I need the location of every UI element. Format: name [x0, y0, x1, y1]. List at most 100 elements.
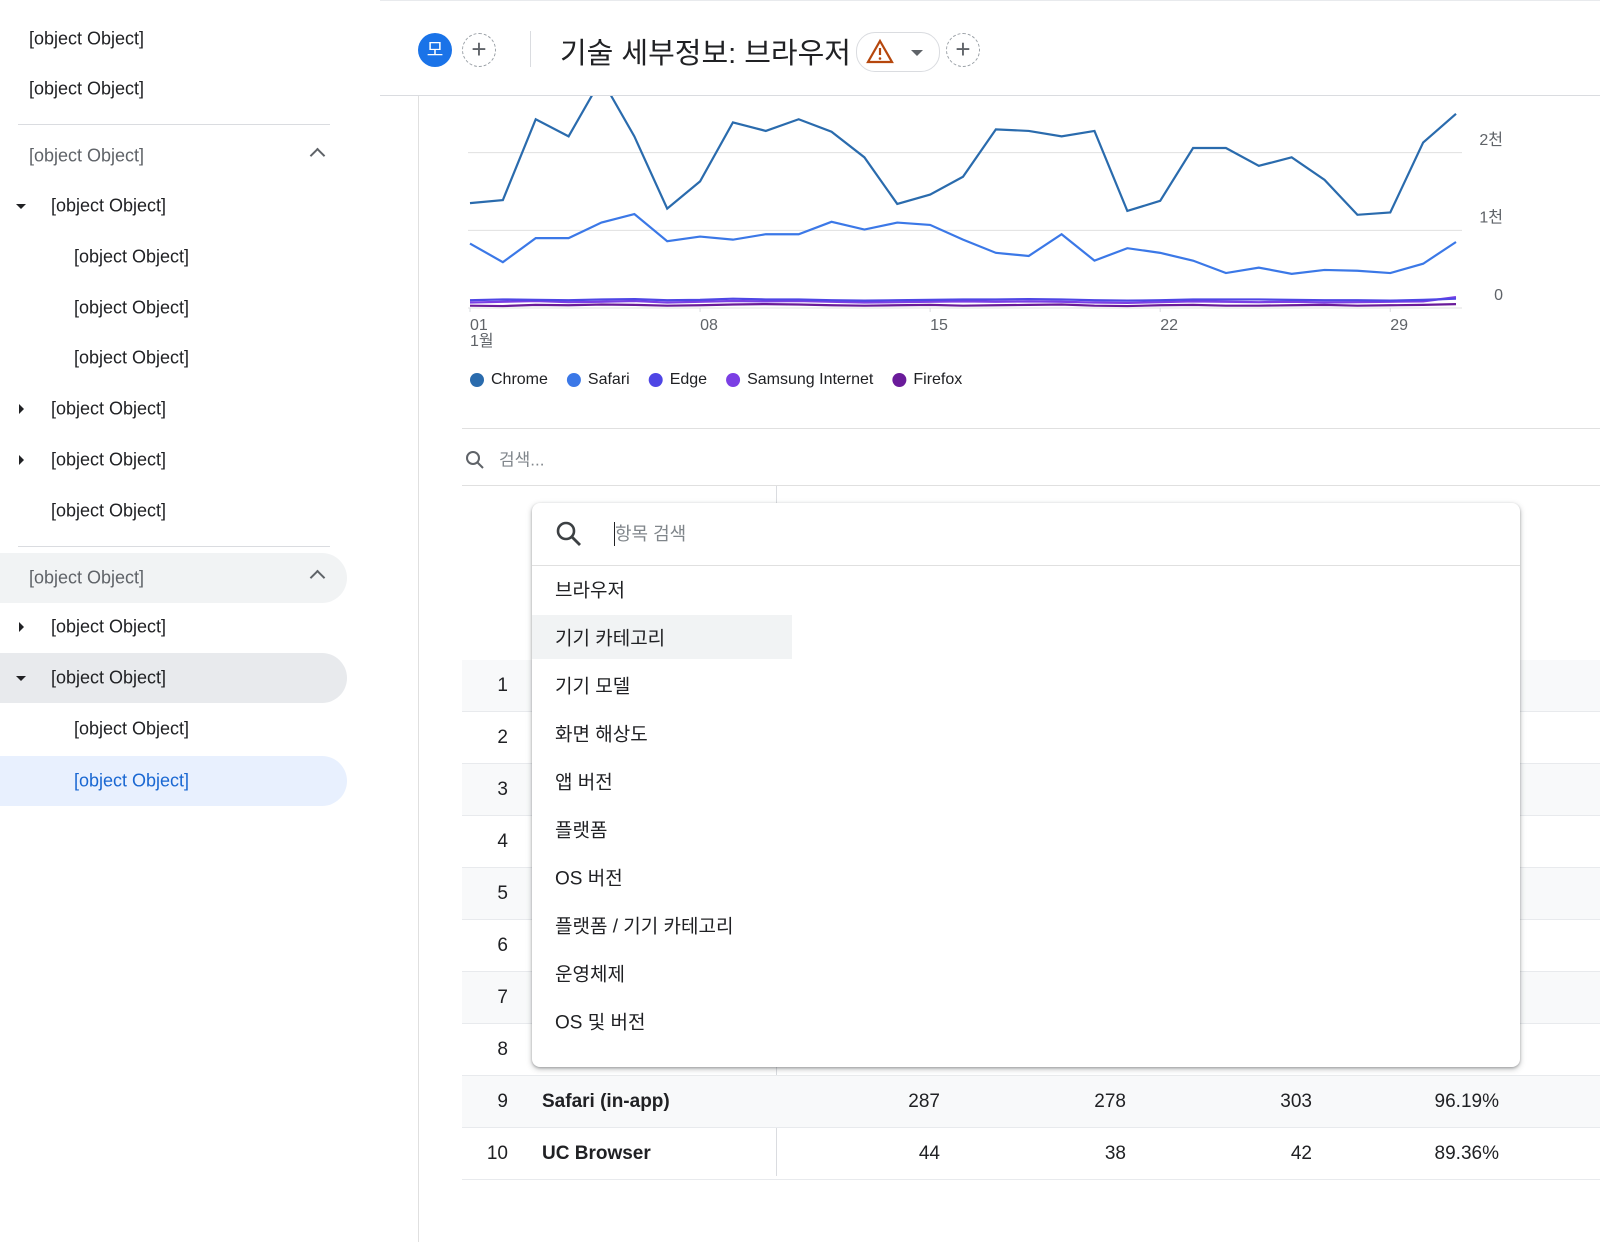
item-hover	[532, 615, 792, 659]
item-highlight	[0, 653, 347, 703]
legend-swatch	[470, 373, 484, 387]
x-tick-label: 22	[1160, 317, 1178, 334]
legend-swatch	[726, 373, 741, 387]
nav-item[interactable]: [object Object]	[29, 145, 145, 166]
divider	[18, 124, 330, 125]
search-placeholder: 검색...	[499, 450, 545, 470]
add-button[interactable]: +	[946, 33, 980, 67]
rank: 9	[497, 1091, 508, 1112]
dropdown-item[interactable]: 운영체제	[555, 964, 625, 986]
rank: 5	[497, 883, 508, 904]
row-border	[462, 1179, 1600, 1180]
nav-item[interactable]: [object Object]	[29, 28, 145, 49]
metric: 38	[1104, 1143, 1126, 1164]
arrow	[19, 622, 24, 632]
nav-item[interactable]: [object Object]	[51, 616, 167, 637]
search-icon	[556, 521, 581, 546]
legend-label: Firefox	[913, 371, 962, 388]
series-line	[469, 303, 1457, 308]
rank: 2	[497, 727, 508, 748]
search-icon	[466, 451, 484, 469]
dropdown-item[interactable]: 화면 해상도	[555, 724, 648, 746]
legend-label: Edge	[670, 371, 707, 388]
dropdown-item[interactable]: 플랫폼 / 기기 카테고리	[555, 916, 734, 938]
row-border	[462, 1075, 1600, 1076]
y-tick-label: 2천	[1479, 131, 1503, 149]
warning-chip[interactable]	[856, 32, 940, 72]
metric: 89.36%	[1434, 1143, 1499, 1164]
metric: 303	[1280, 1091, 1312, 1112]
series-line	[469, 212, 1457, 275]
y-tick-label: 1천	[1479, 209, 1503, 227]
page-title: 기술 세부정보: 브라우저	[560, 38, 851, 70]
metric: 278	[1094, 1091, 1126, 1112]
metric: 96.19%	[1434, 1091, 1499, 1112]
x-tick-label: 08	[700, 317, 718, 334]
nav-item[interactable]: [object Object]	[51, 500, 167, 521]
row-border	[462, 1127, 1600, 1128]
browser-name: UC Browser	[542, 1143, 651, 1164]
dropdown-item[interactable]: OS 버전	[555, 868, 623, 890]
nav-item[interactable]: [object Object]	[51, 449, 167, 470]
nav-item[interactable]: [object Object]	[51, 667, 167, 688]
dropdown-item[interactable]: 앱 버전	[555, 772, 613, 794]
nav-item[interactable]: [object Object]	[74, 347, 190, 368]
series-line	[469, 296, 1457, 305]
divider	[530, 31, 531, 67]
dropdown-item[interactable]: 기기 모델	[555, 676, 631, 698]
divider	[18, 546, 330, 547]
legend-label: Chrome	[491, 371, 548, 388]
series-line	[469, 76, 1457, 216]
arrow	[19, 455, 24, 465]
metric: 287	[908, 1091, 940, 1112]
nav-item[interactable]: [object Object]	[74, 246, 190, 267]
rank: 4	[497, 831, 508, 852]
dropdown-item[interactable]: 브라우저	[555, 580, 625, 602]
rank: 10	[486, 1143, 508, 1164]
arrow	[16, 676, 26, 681]
warning-icon	[866, 38, 923, 64]
legend-swatch	[566, 373, 581, 387]
chevron	[309, 147, 326, 164]
header: 모 + 기술 세부정보: 브라우저 +	[380, 0, 1600, 96]
dropdown-placeholder: 항목 검색	[615, 524, 687, 544]
nav-item[interactable]: [object Object]	[74, 297, 190, 318]
item-highlight	[0, 756, 347, 806]
nav-item[interactable]: [object Object]	[51, 398, 167, 419]
row-bg	[462, 1076, 1600, 1128]
rank: 6	[497, 935, 508, 956]
chart: 0 1천 2천 01 08 15 22 29 1월 Chrome Safari Edge Samsung…	[468, 76, 1503, 388]
arrow	[19, 404, 24, 414]
avatar[interactable]: 모	[418, 33, 452, 67]
metric: 44	[918, 1143, 940, 1164]
x-sublabel: 1월	[470, 332, 494, 350]
nav-item[interactable]: [object Object]	[29, 567, 145, 588]
nav-item[interactable]: [object Object]	[51, 195, 167, 216]
series-line	[469, 297, 1457, 302]
nav-item[interactable]: [object Object]	[74, 718, 190, 739]
browser-name: Safari (in-app)	[542, 1091, 670, 1112]
dropdown-item[interactable]: 기기 카테고리	[555, 628, 666, 650]
rank: 7	[497, 987, 508, 1008]
table-search[interactable]: 검색...	[462, 428, 1600, 486]
dropdown-item[interactable]: OS 및 버전	[555, 1012, 646, 1034]
legend-label: Samsung Internet	[747, 371, 874, 388]
y-tick-label: 0	[1494, 287, 1503, 304]
dropdown-item[interactable]: 플랫폼	[555, 820, 608, 842]
legend-swatch	[648, 373, 663, 387]
dropdown-search[interactable]: 항목 검색	[532, 503, 1520, 566]
rank: 1	[497, 675, 508, 696]
arrow	[16, 204, 26, 209]
metric: 42	[1290, 1143, 1312, 1164]
rank: 3	[497, 779, 508, 800]
legend-swatch	[892, 373, 907, 387]
add-comparison[interactable]: +	[462, 33, 496, 67]
sidebar: [object Object] [object Object] [object Ob…	[0, 0, 419, 1242]
nav-item[interactable]: [object Object]	[29, 78, 145, 99]
x-tick-label: 15	[930, 317, 948, 334]
nav-item[interactable]: [object Object]	[74, 770, 190, 791]
item-highlight	[0, 553, 347, 603]
x-tick-label: 29	[1390, 317, 1408, 334]
